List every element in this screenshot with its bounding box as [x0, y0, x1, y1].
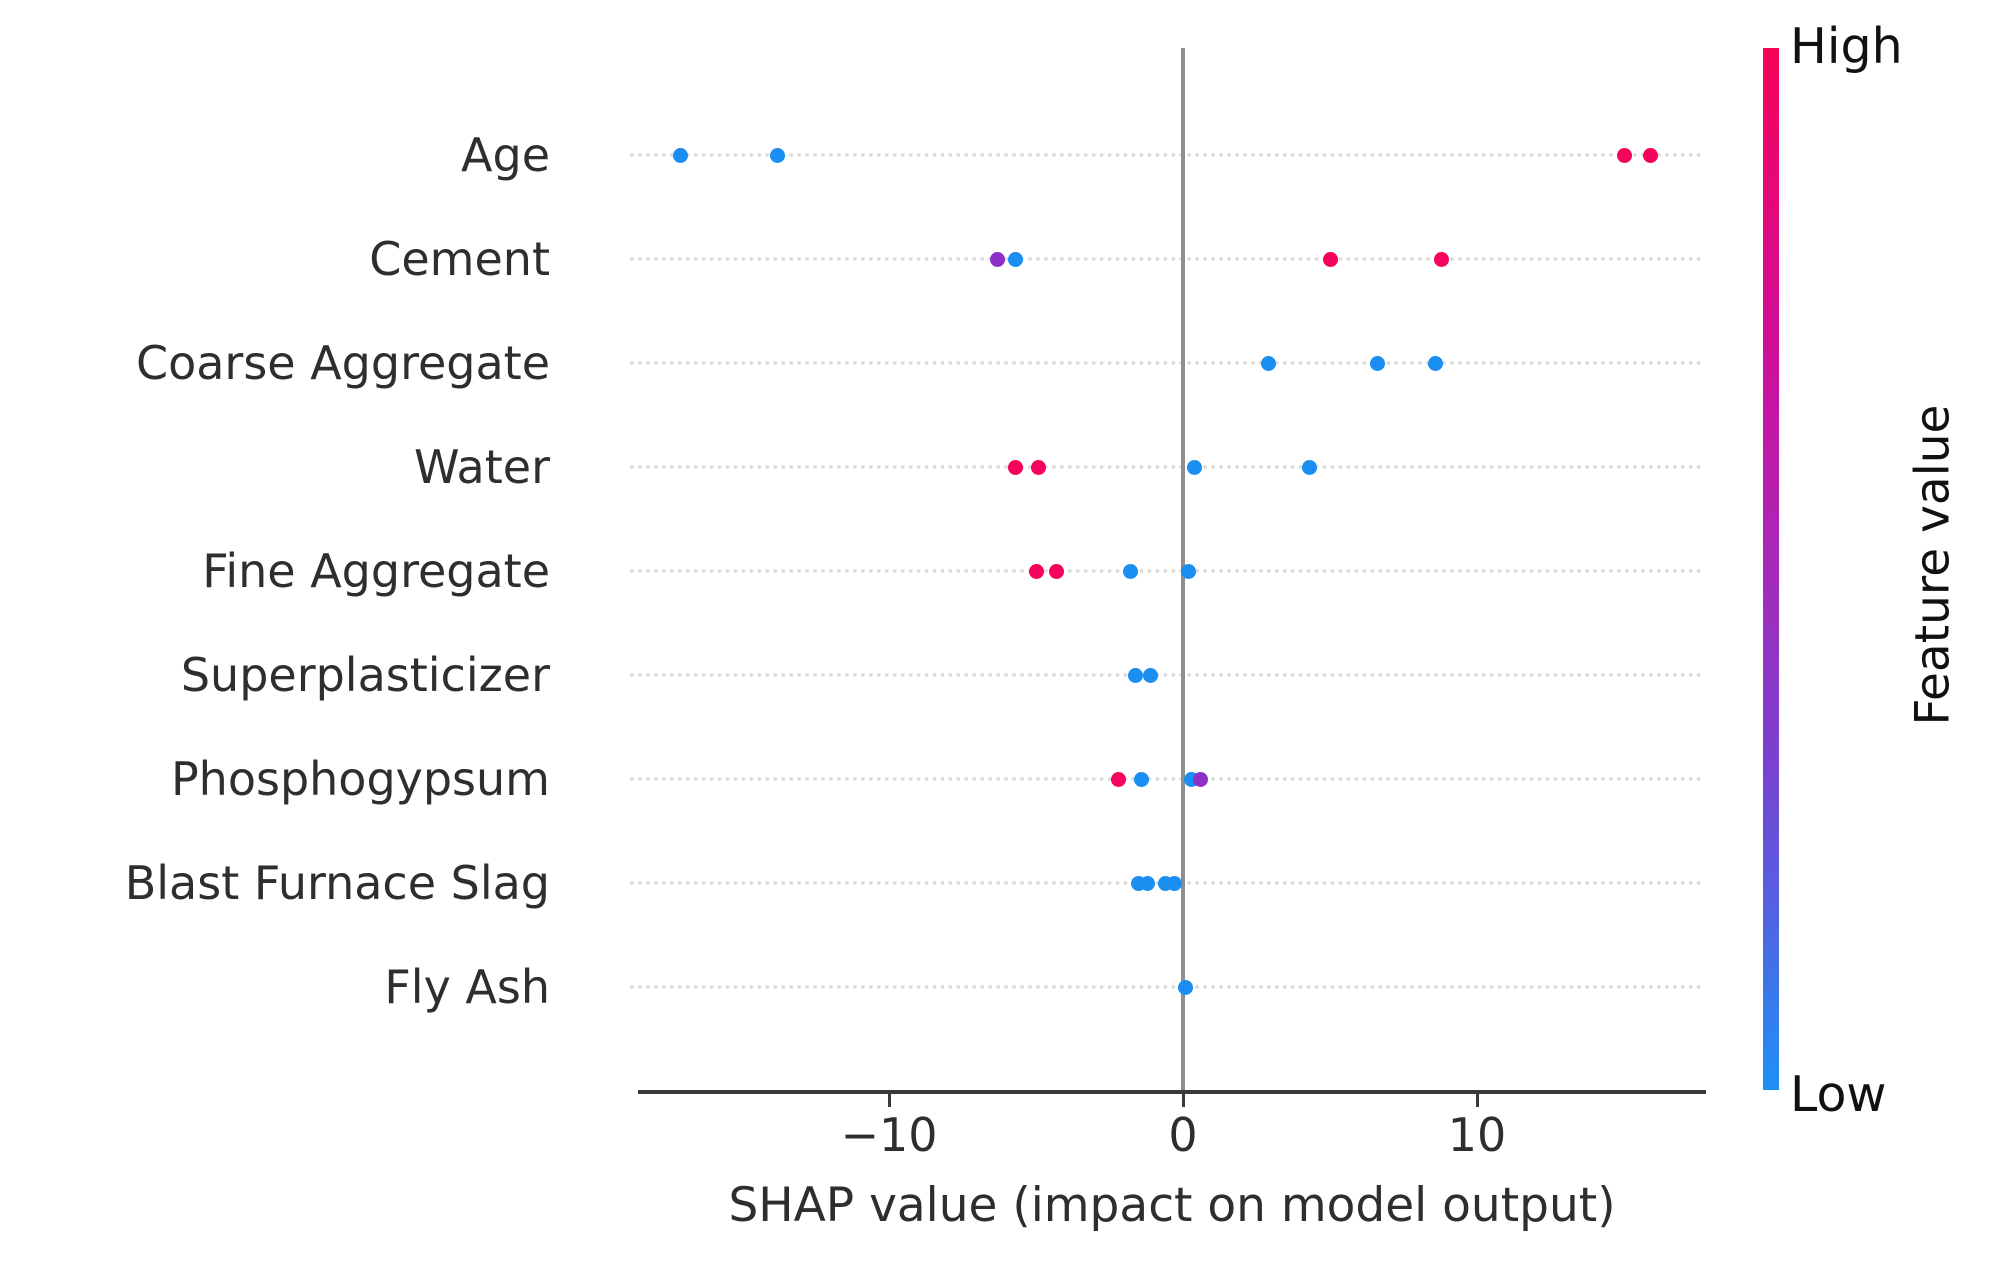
- shap-point: [1434, 251, 1450, 267]
- x-tick-mark: [888, 1094, 891, 1107]
- shap-point: [1616, 147, 1632, 163]
- colorbar-title: Feature value: [1905, 404, 1961, 726]
- shap-point: [1122, 563, 1138, 579]
- feature-gridline: [630, 673, 1702, 677]
- feature-label: Coarse Aggregate: [135, 336, 550, 390]
- shap-point: [769, 147, 785, 163]
- shap-point: [1178, 979, 1194, 995]
- shap-point: [1134, 771, 1150, 787]
- feature-gridline: [630, 465, 1702, 469]
- feature-label: Fly Ash: [384, 960, 550, 1014]
- feature-label: Superplasticizer: [180, 648, 550, 702]
- shap-point: [1128, 667, 1144, 683]
- shap-point: [1193, 771, 1209, 787]
- shap-point: [1140, 875, 1156, 891]
- feature-gridline: [630, 361, 1702, 365]
- feature-gridline: [630, 153, 1702, 157]
- shap-point: [1007, 251, 1023, 267]
- feature-gridline: [630, 777, 1702, 781]
- x-tick-label: 0: [1168, 1108, 1198, 1162]
- shap-point: [1322, 251, 1338, 267]
- shap-point: [990, 251, 1006, 267]
- feature-gridline: [630, 985, 1702, 989]
- feature-label: Water: [414, 440, 550, 494]
- shap-point: [1301, 459, 1317, 475]
- shap-point: [1110, 771, 1126, 787]
- shap-point: [1260, 355, 1276, 371]
- feature-gridline: [630, 569, 1702, 573]
- shap-point: [1007, 459, 1023, 475]
- shap-point: [1369, 355, 1385, 371]
- shap-point: [1642, 147, 1658, 163]
- x-axis-line: [638, 1090, 1706, 1094]
- shap-point: [1143, 667, 1159, 683]
- x-tick-mark: [1476, 1094, 1479, 1107]
- x-tick-label: −10: [840, 1108, 938, 1162]
- feature-label: Phosphogypsum: [170, 752, 550, 806]
- shap-point: [1028, 563, 1044, 579]
- x-tick-label: 10: [1447, 1108, 1507, 1162]
- shap-point: [1428, 355, 1444, 371]
- shap-point: [1166, 875, 1182, 891]
- feature-label: Fine Aggregate: [202, 544, 550, 598]
- shap-point: [1031, 459, 1047, 475]
- shap-point: [1049, 563, 1065, 579]
- colorbar-high-label: High: [1790, 18, 1903, 75]
- feature-label: Blast Furnace Slag: [124, 856, 550, 910]
- shap-point: [1181, 563, 1197, 579]
- colorbar-low-label: Low: [1790, 1066, 1887, 1123]
- feature-label: Cement: [369, 232, 550, 286]
- colorbar-gradient: [1763, 48, 1779, 1090]
- feature-label: Age: [461, 128, 550, 182]
- feature-gridline: [630, 257, 1702, 261]
- x-axis-title: SHAP value (impact on model output): [728, 1178, 1616, 1233]
- shap-point: [1187, 459, 1203, 475]
- x-tick-mark: [1182, 1094, 1185, 1107]
- shap-point: [672, 147, 688, 163]
